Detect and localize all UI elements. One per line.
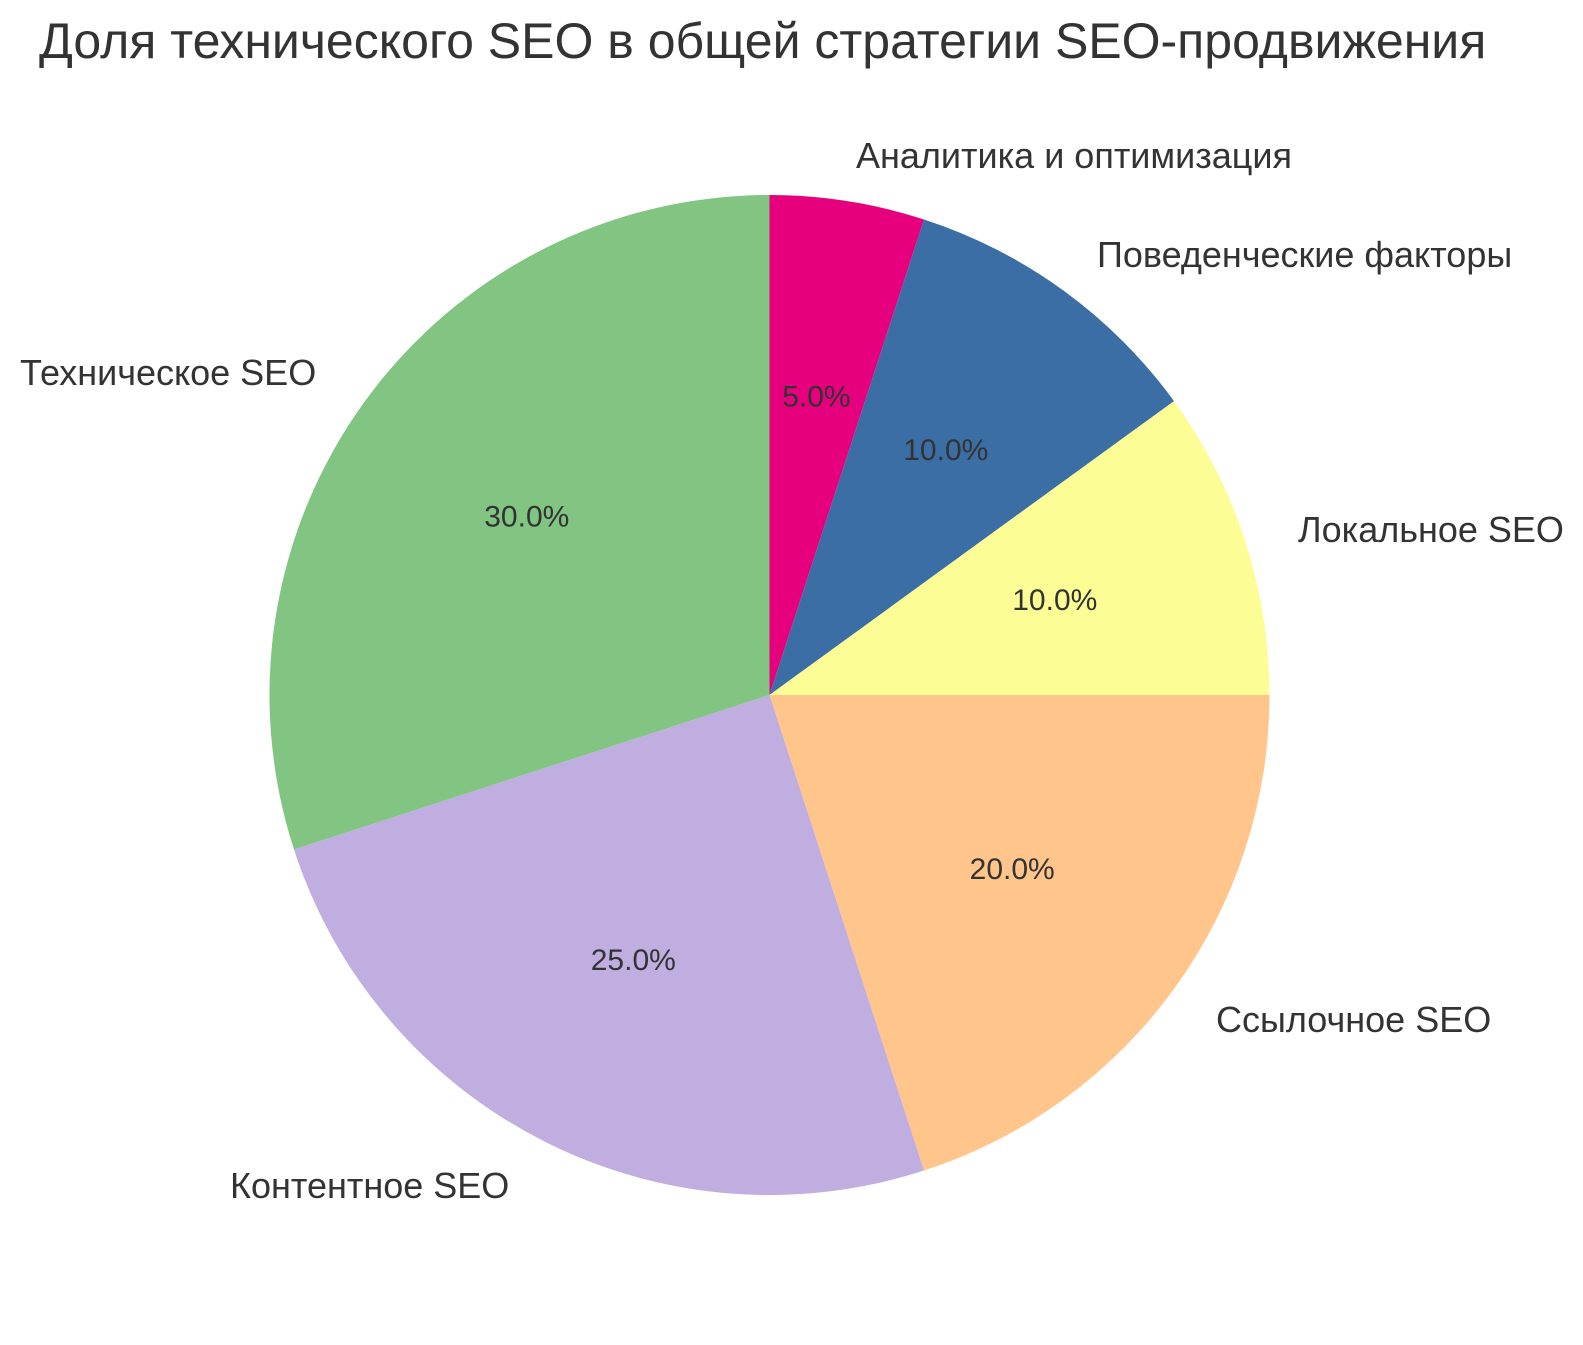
svg-text:25.0%: 25.0%: [591, 944, 676, 977]
svg-text:5.0%: 5.0%: [782, 381, 850, 414]
svg-text:30.0%: 30.0%: [484, 501, 569, 534]
svg-text:Контентное SEO: Контентное SEO: [230, 1165, 509, 1206]
svg-text:20.0%: 20.0%: [970, 853, 1055, 886]
svg-text:Техническое SEO: Техническое SEO: [20, 352, 316, 393]
svg-text:10.0%: 10.0%: [903, 434, 988, 467]
svg-text:Локальное SEO: Локальное SEO: [1298, 509, 1564, 550]
svg-text:Поведенческие факторы: Поведенческие факторы: [1097, 234, 1512, 275]
svg-text:10.0%: 10.0%: [1012, 584, 1097, 617]
svg-text:Ссылочное SEO: Ссылочное SEO: [1216, 999, 1491, 1040]
svg-text:Аналитика и оптимизация: Аналитика и оптимизация: [856, 135, 1292, 176]
